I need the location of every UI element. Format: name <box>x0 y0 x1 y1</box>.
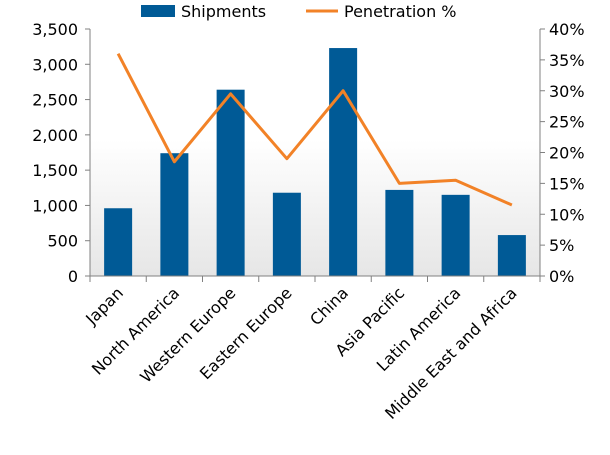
penetration-line <box>116 53 513 207</box>
left-tick-label: 2,000 <box>32 126 78 145</box>
bar <box>216 89 245 276</box>
left-axis: 0 500 1,000 1,500 2,000 2,500 3,000 3,500 <box>32 20 91 286</box>
bar-series-shipments <box>104 48 526 276</box>
left-tick-label: 1,000 <box>32 196 78 215</box>
legend-swatch-shipments <box>141 5 175 17</box>
x-tick-label: China <box>306 283 352 329</box>
left-tick-label: 500 <box>47 232 78 251</box>
bar <box>272 192 301 276</box>
right-tick-label: 0% <box>549 267 574 286</box>
right-axis: 0% 5% 10% 15% 20% 25% 30% 35% 40% <box>539 20 585 286</box>
line-series-penetration <box>116 53 513 207</box>
bar <box>160 153 189 276</box>
right-tick-label: 35% <box>549 51 585 70</box>
left-tick-label: 3,500 <box>32 20 78 39</box>
x-tick-label: Japan <box>81 283 127 329</box>
x-tick-label: Western Europe <box>136 283 239 386</box>
legend: Shipments Penetration % <box>141 2 457 21</box>
right-tick-label: 20% <box>549 144 585 163</box>
right-tick-label: 30% <box>549 82 585 101</box>
bar <box>441 194 470 276</box>
left-tick-label: 2,500 <box>32 91 78 110</box>
legend-label-shipments: Shipments <box>181 2 266 21</box>
plot-background <box>90 29 540 276</box>
legend-label-penetration: Penetration % <box>344 2 457 21</box>
right-tick-label: 10% <box>549 205 585 224</box>
right-tick-label: 5% <box>549 236 574 255</box>
right-tick-label: 40% <box>549 20 585 39</box>
bar <box>497 235 526 276</box>
right-tick-label: 25% <box>549 113 585 132</box>
right-tick-label: 15% <box>549 174 585 193</box>
left-tick-label: 3,000 <box>32 55 78 74</box>
left-tick-label: 0 <box>68 267 78 286</box>
bar <box>104 208 133 276</box>
bar <box>385 189 414 276</box>
left-tick-label: 1,500 <box>32 161 78 180</box>
bar <box>329 48 358 276</box>
